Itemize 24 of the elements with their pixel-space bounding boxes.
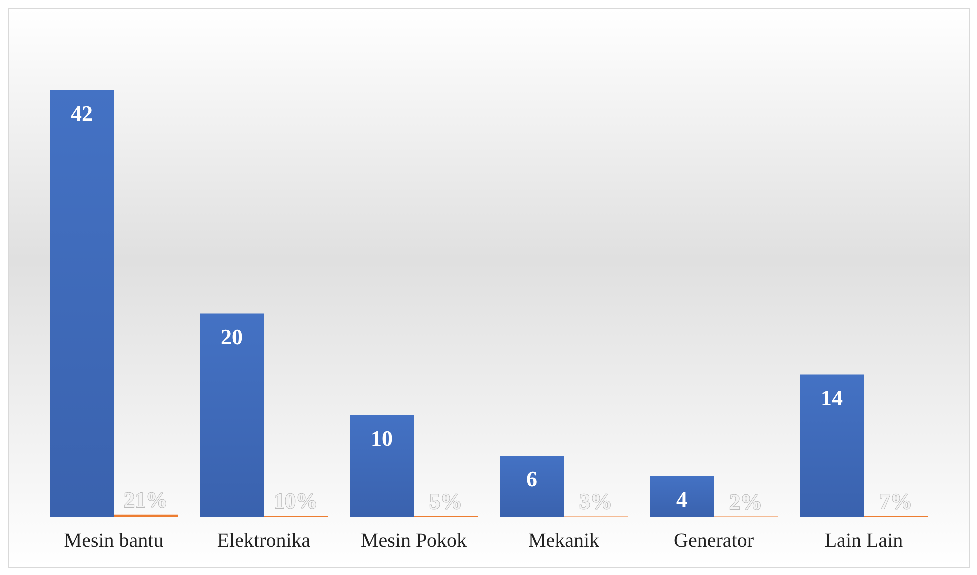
- data-label: 4: [676, 486, 688, 512]
- data-label: 42: [71, 100, 93, 126]
- x-tick-label: Elektronika: [217, 530, 311, 552]
- x-tick-label: Generator: [674, 530, 754, 552]
- data-label: 5%: [430, 488, 462, 514]
- data-label: 10: [371, 426, 393, 451]
- bar: [350, 415, 414, 517]
- data-label: 2%: [730, 489, 762, 514]
- x-tick-label: Mekanik: [528, 530, 600, 552]
- x-tick-label: Lain Lain: [824, 530, 904, 552]
- bar: [200, 314, 264, 517]
- data-label: 6: [526, 466, 538, 492]
- bar: [800, 374, 864, 517]
- x-tick-label: Mesin Pokok: [360, 530, 468, 552]
- x-tick-label: Mesin bantu: [64, 530, 164, 552]
- data-label: 20: [221, 324, 243, 350]
- data-label: 3%: [580, 489, 612, 514]
- bar: [500, 456, 564, 517]
- data-label: 10%: [274, 488, 318, 514]
- bar: [650, 476, 714, 517]
- data-label: 14: [821, 385, 843, 410]
- data-label: 21%: [124, 487, 168, 512]
- bar: [50, 90, 114, 517]
- data-label: 7%: [880, 488, 912, 514]
